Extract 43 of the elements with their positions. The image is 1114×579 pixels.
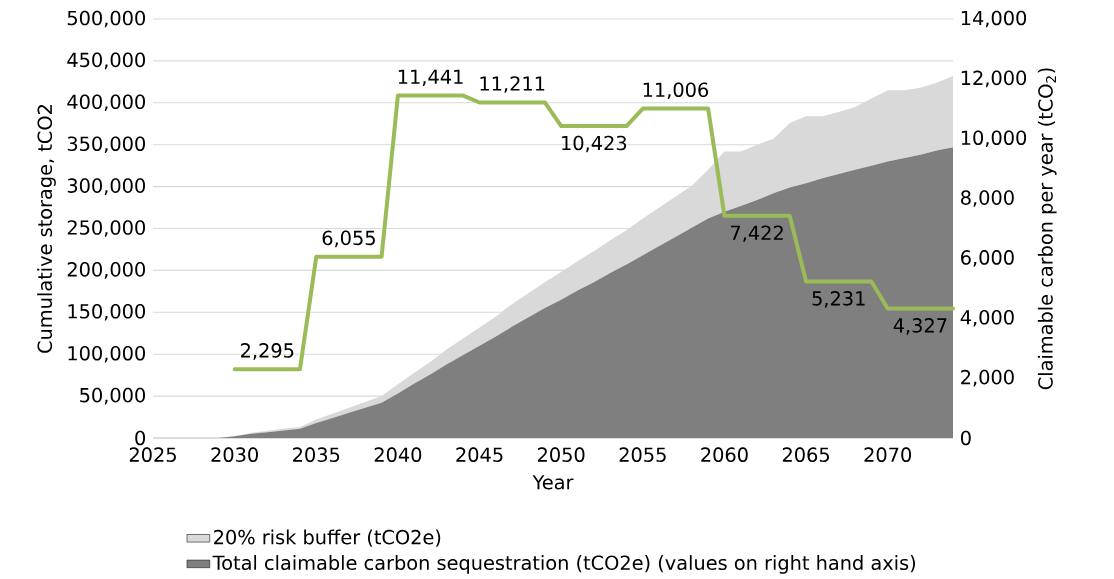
data-label: 10,423 [562, 135, 627, 153]
legend-label: Total claimable carbon sequestration (tCO2e) (values on right hand axis) [212, 555, 916, 574]
data-label: 7,422 [731, 225, 783, 243]
data-label: 4,327 [893, 318, 947, 335]
y-tick-label: 450,000 [67, 52, 145, 70]
y-tick-label: 0 [135, 430, 146, 446]
y-tick-label: 50,000 [80, 387, 145, 405]
legend-label: 20% risk buffer (tCO2e) [214, 529, 441, 547]
y-axis-title: Cumulative storage, tCO2 [37, 105, 56, 353]
y2-tick-label: 14,000 [961, 10, 1027, 28]
x-tick-label: 2065 [782, 447, 829, 462]
y-tick-label: 350,000 [67, 136, 145, 153]
data-label: 11,441 [398, 69, 463, 86]
y2-tick-label: 8,000 [961, 190, 1014, 207]
x-tick-label: 2045 [456, 447, 503, 462]
x-tick-label: 2060 [701, 447, 748, 462]
data-label: 5,231 [812, 291, 865, 308]
y2-axis-title: Claimable carbon per year (tCO$_{2}$) [1037, 68, 1057, 390]
y-tick-label: 150,000 [68, 303, 145, 321]
x-tick-label: 2070 [864, 447, 912, 462]
y-tick-label: 200,000 [67, 262, 145, 279]
data-label: 11,211 [480, 76, 545, 93]
y2-tick-label: 4,000 [960, 309, 1014, 327]
y2-tick-label: 2,000 [961, 369, 1014, 387]
x-tick-label: 2035 [293, 447, 340, 462]
data-label: 11,006 [643, 82, 709, 99]
y2-tick-label: 6,000 [961, 250, 1014, 267]
data-label: 2,295 [241, 343, 294, 360]
y-tick-label: 100,000 [68, 345, 145, 363]
x-tick-label: 2050 [537, 447, 585, 462]
y-tick-label: 300,000 [67, 178, 145, 195]
x-tick-label: 2030 [211, 447, 258, 462]
y-tick-label: 250,000 [67, 220, 145, 237]
x-axis-title: Year [532, 475, 574, 490]
y-tick-label: 400,000 [67, 94, 145, 112]
x-tick-label: 2040 [374, 447, 422, 462]
x-tick-label: 2025 [129, 447, 176, 462]
y2-tick-label: 10,000 [961, 130, 1027, 147]
data-label: 6,055 [322, 230, 375, 248]
y2-tick-label: 12,000 [961, 70, 1027, 88]
x-tick-label: 2055 [619, 447, 666, 462]
y2-tick-label: 0 [961, 430, 971, 446]
y-tick-label: 500,000 [67, 10, 145, 28]
